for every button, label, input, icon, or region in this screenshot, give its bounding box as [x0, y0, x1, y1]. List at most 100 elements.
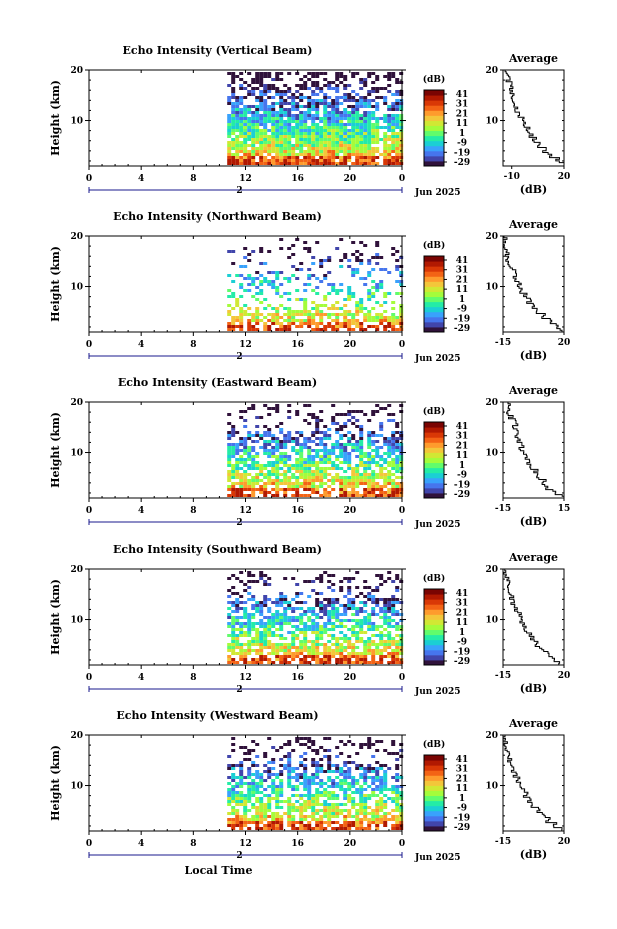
heatmap-cell — [287, 604, 292, 607]
heatmap-cell — [343, 491, 348, 494]
heatmap-cell — [279, 147, 284, 150]
heatmap-cell — [371, 138, 376, 141]
heatmap-cell — [247, 138, 252, 141]
heatmap-cell — [383, 479, 388, 482]
heatmap-cell — [351, 661, 356, 664]
heatmap-cell — [339, 782, 344, 785]
heatmap-cell — [351, 90, 356, 93]
heatmap-cell — [271, 788, 276, 791]
heatmap-cell — [391, 313, 396, 316]
heatmap-cell — [299, 434, 304, 437]
heatmap-cell — [271, 307, 276, 310]
heatmap-cell — [251, 628, 256, 631]
heatmap-cell — [259, 773, 264, 776]
heatmap-cell — [387, 461, 392, 464]
heatmap-cell — [335, 141, 340, 144]
heatmap-cell — [375, 601, 380, 604]
heatmap-cell — [387, 153, 392, 156]
heatmap-cell — [339, 437, 344, 440]
heatmap-cell — [303, 488, 308, 491]
heatmap-cell — [243, 824, 248, 827]
heatmap-cell — [339, 446, 344, 449]
heatmap-cell — [379, 598, 384, 601]
heatmap-cell — [395, 649, 400, 652]
heatmap-cell — [395, 476, 400, 479]
heatmap-cell — [339, 655, 344, 658]
heatmap-cell — [279, 619, 284, 622]
heatmap-cell — [279, 637, 284, 640]
heatmap-cell — [303, 827, 308, 830]
heatmap-cell — [283, 111, 288, 114]
heatmap-cell — [239, 580, 244, 583]
heatmap-cell — [235, 75, 240, 78]
heatmap-cell — [315, 776, 320, 779]
heatmap-cell — [323, 655, 328, 658]
heatmap-cell — [367, 625, 372, 628]
heatmap-cell — [375, 283, 380, 286]
heatmap-cell — [331, 129, 336, 132]
colorbar-tick-label: 31 — [456, 432, 469, 442]
heatmap-cell — [287, 752, 292, 755]
avg-y-tick-label: 10 — [485, 283, 498, 293]
heatmap-cell — [387, 464, 392, 467]
heatmap-cell — [239, 108, 244, 111]
heatmap-cell — [391, 108, 396, 111]
heatmap-cell — [275, 619, 280, 622]
heatmap-cell — [227, 461, 232, 464]
heatmap-cell — [267, 631, 272, 634]
heatmap-cell — [343, 770, 348, 773]
heatmap-cell — [391, 740, 396, 743]
heatmap-cell — [343, 458, 348, 461]
heatmap-cell — [343, 577, 348, 580]
heatmap-cell — [279, 144, 284, 147]
heatmap-cell — [371, 779, 376, 782]
heatmap-cell — [251, 440, 256, 443]
heatmap-cell — [243, 153, 248, 156]
heatmap-cell — [395, 268, 400, 271]
heatmap-cell — [315, 803, 320, 806]
heatmap-cell — [339, 452, 344, 455]
heatmap-cell — [247, 307, 252, 310]
heatmap-cell — [311, 607, 316, 610]
heatmap-cell — [283, 129, 288, 132]
heatmap-cell — [251, 162, 256, 165]
heatmap-cell — [247, 135, 252, 138]
heatmap-cell — [239, 322, 244, 325]
heatmap-cell — [251, 782, 256, 785]
heatmap-cell — [383, 764, 388, 767]
heatmap-cell — [303, 661, 308, 664]
heatmap-cell — [343, 449, 348, 452]
y-tick-label: 10 — [70, 449, 83, 459]
heatmap-cell — [323, 803, 328, 806]
heatmap-cell — [379, 434, 384, 437]
heatmap-cell — [275, 117, 280, 120]
heatmap-cell — [255, 776, 260, 779]
heatmap-cell — [383, 452, 388, 455]
heatmap-cell — [351, 482, 356, 485]
heatmap-cell — [387, 75, 392, 78]
heatmap-cell — [339, 147, 344, 150]
heatmap-cell — [239, 274, 244, 277]
heatmap-cell — [271, 322, 276, 325]
colorbar-segment — [424, 594, 444, 600]
heatmap-cell — [347, 485, 352, 488]
heatmap-cell — [347, 586, 352, 589]
colorbar-segment — [424, 125, 444, 132]
heatmap-cell — [299, 159, 304, 162]
heatmap-cell — [255, 640, 260, 643]
heatmap-cell — [283, 141, 288, 144]
heatmap-cell — [363, 776, 368, 779]
heatmap-cell — [299, 325, 304, 328]
heatmap-cell — [327, 256, 332, 259]
heatmap-cell — [371, 410, 376, 413]
heatmap-cell — [335, 319, 340, 322]
heatmap-cell — [283, 132, 288, 135]
heatmap-cell — [375, 815, 380, 818]
heatmap-cell — [355, 491, 360, 494]
heatmap-cell — [307, 268, 312, 271]
heatmap-cell — [335, 102, 340, 105]
heatmap-cell — [351, 598, 356, 601]
colorbar-segment — [424, 629, 444, 636]
heatmap-cell — [255, 286, 260, 289]
heatmap-cell — [347, 135, 352, 138]
